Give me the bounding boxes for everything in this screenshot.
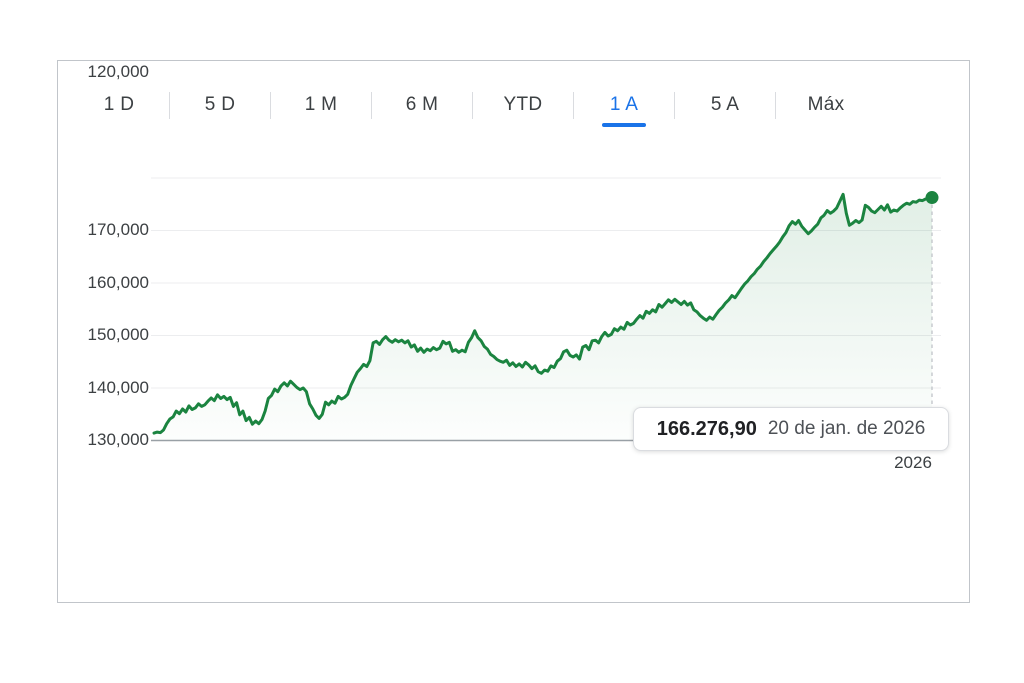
y-axis-label: 140,000 xyxy=(87,378,149,397)
tooltip-value: 166.276,90 xyxy=(656,417,757,440)
x-axis-label: 2026 xyxy=(894,453,932,472)
tab-5a-label: 5 A xyxy=(710,94,740,115)
tab-5a[interactable]: 5 A xyxy=(675,81,775,129)
tab-1d-label: 1 D xyxy=(103,94,135,115)
tab-1d[interactable]: 1 D xyxy=(69,81,169,129)
y-axis-label: 170,000 xyxy=(87,220,149,239)
y-axis-label: 160,000 xyxy=(87,273,149,292)
tab-ytd[interactable]: YTD xyxy=(473,81,573,129)
tab-1m-label: 1 M xyxy=(304,94,338,115)
y-axis-label: 130,000 xyxy=(87,430,149,449)
tab-divider xyxy=(674,91,675,119)
price-series xyxy=(152,191,939,450)
tab-divider xyxy=(270,91,271,119)
range-tabs: 1 D 5 D 1 M 6 M YTD 1 A 5 A Máx xyxy=(69,81,876,129)
last-price-dot xyxy=(925,191,939,205)
tab-divider xyxy=(573,91,574,119)
tab-1a-label: 1 A xyxy=(609,94,639,115)
price-tooltip: 166.276,90 20 de jan. de 2026 xyxy=(633,407,949,451)
y-axis-label: 150,000 xyxy=(87,325,149,344)
tab-max[interactable]: Máx xyxy=(776,81,876,129)
chart-card: 1 D 5 D 1 M 6 M YTD 1 A 5 A Máx 170,000 … xyxy=(57,60,970,603)
tab-1a[interactable]: 1 A xyxy=(574,81,674,129)
tab-5d-label: 5 D xyxy=(204,94,236,115)
tab-divider xyxy=(472,91,473,119)
tab-divider xyxy=(775,91,776,119)
tab-5d[interactable]: 5 D xyxy=(170,81,270,129)
tab-max-label: Máx xyxy=(807,94,845,115)
y-axis-label: 120,000 xyxy=(87,62,149,81)
active-tab-underline xyxy=(602,123,646,127)
chart-plot[interactable] xyxy=(58,61,971,604)
tab-divider xyxy=(371,91,372,119)
tab-divider xyxy=(169,91,170,119)
tab-ytd-label: YTD xyxy=(503,94,543,115)
tab-6m[interactable]: 6 M xyxy=(372,81,472,129)
tooltip-date: 20 de jan. de 2026 xyxy=(767,418,926,439)
price-line-chart xyxy=(151,177,941,450)
tab-1m[interactable]: 1 M xyxy=(271,81,371,129)
tab-6m-label: 6 M xyxy=(405,94,439,115)
